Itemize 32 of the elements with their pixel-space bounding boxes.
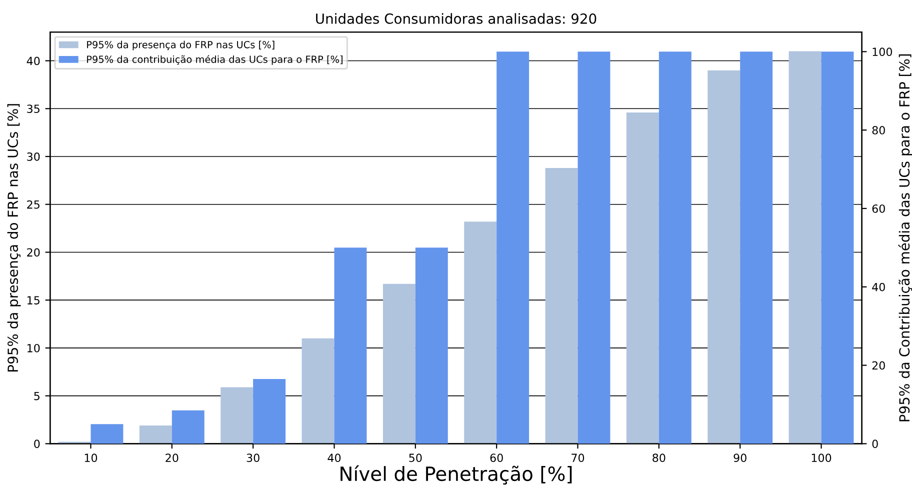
y2-tick-label: 40 <box>872 282 885 292</box>
x-tick-label: 50 <box>409 454 422 462</box>
y-tick-label: 40 <box>26 56 40 66</box>
y-tick-label: 15 <box>28 296 40 304</box>
y-tick-label: 30 <box>27 152 40 161</box>
x-tick-label: 90 <box>734 454 746 462</box>
y-tick-label: 20 <box>27 248 40 257</box>
y2-tick-label: 100 <box>872 48 892 56</box>
y2-tick-label: 20 <box>872 361 885 370</box>
y2-tick-label: 60 <box>872 204 885 213</box>
x-tick-label: 60 <box>490 454 503 462</box>
y-tick-label: 0 <box>34 440 40 448</box>
x-tick-label: 10 <box>84 454 98 462</box>
y-axis-title: P95% da presença do FRP nas UCs [%] <box>7 104 21 372</box>
y-tick-label: 25 <box>27 200 40 209</box>
y-tick-label: 5 <box>34 392 40 400</box>
x-tick-label: 80 <box>652 454 666 462</box>
x-tick-label: 100 <box>812 454 832 462</box>
y2-axis-title: P95% da Contribuição média das UCs para o FRP [%] <box>898 54 912 422</box>
x-tick-label: 70 <box>572 454 584 462</box>
y2-tick-label: 0 <box>872 440 878 448</box>
x-axis-title: Nível de Penetração [%] <box>340 465 572 485</box>
x-tick-label: 40 <box>328 454 341 462</box>
legend-label: P95% da contribuição média das UCs para o FRP [%] <box>87 55 342 65</box>
y-tick-label: 10 <box>28 344 40 352</box>
bar <box>90 424 124 444</box>
legend-label: P95% da presença do FRP nas UCs [%] <box>87 40 274 50</box>
chart-title: Unidades Consumidoras analisadas: 920 <box>316 13 596 24</box>
x-tick-label: 30 <box>246 454 260 462</box>
x-tick-label: 20 <box>166 454 178 462</box>
y2-tick-label: 80 <box>872 126 885 134</box>
y-tick-label: 35 <box>27 104 40 114</box>
